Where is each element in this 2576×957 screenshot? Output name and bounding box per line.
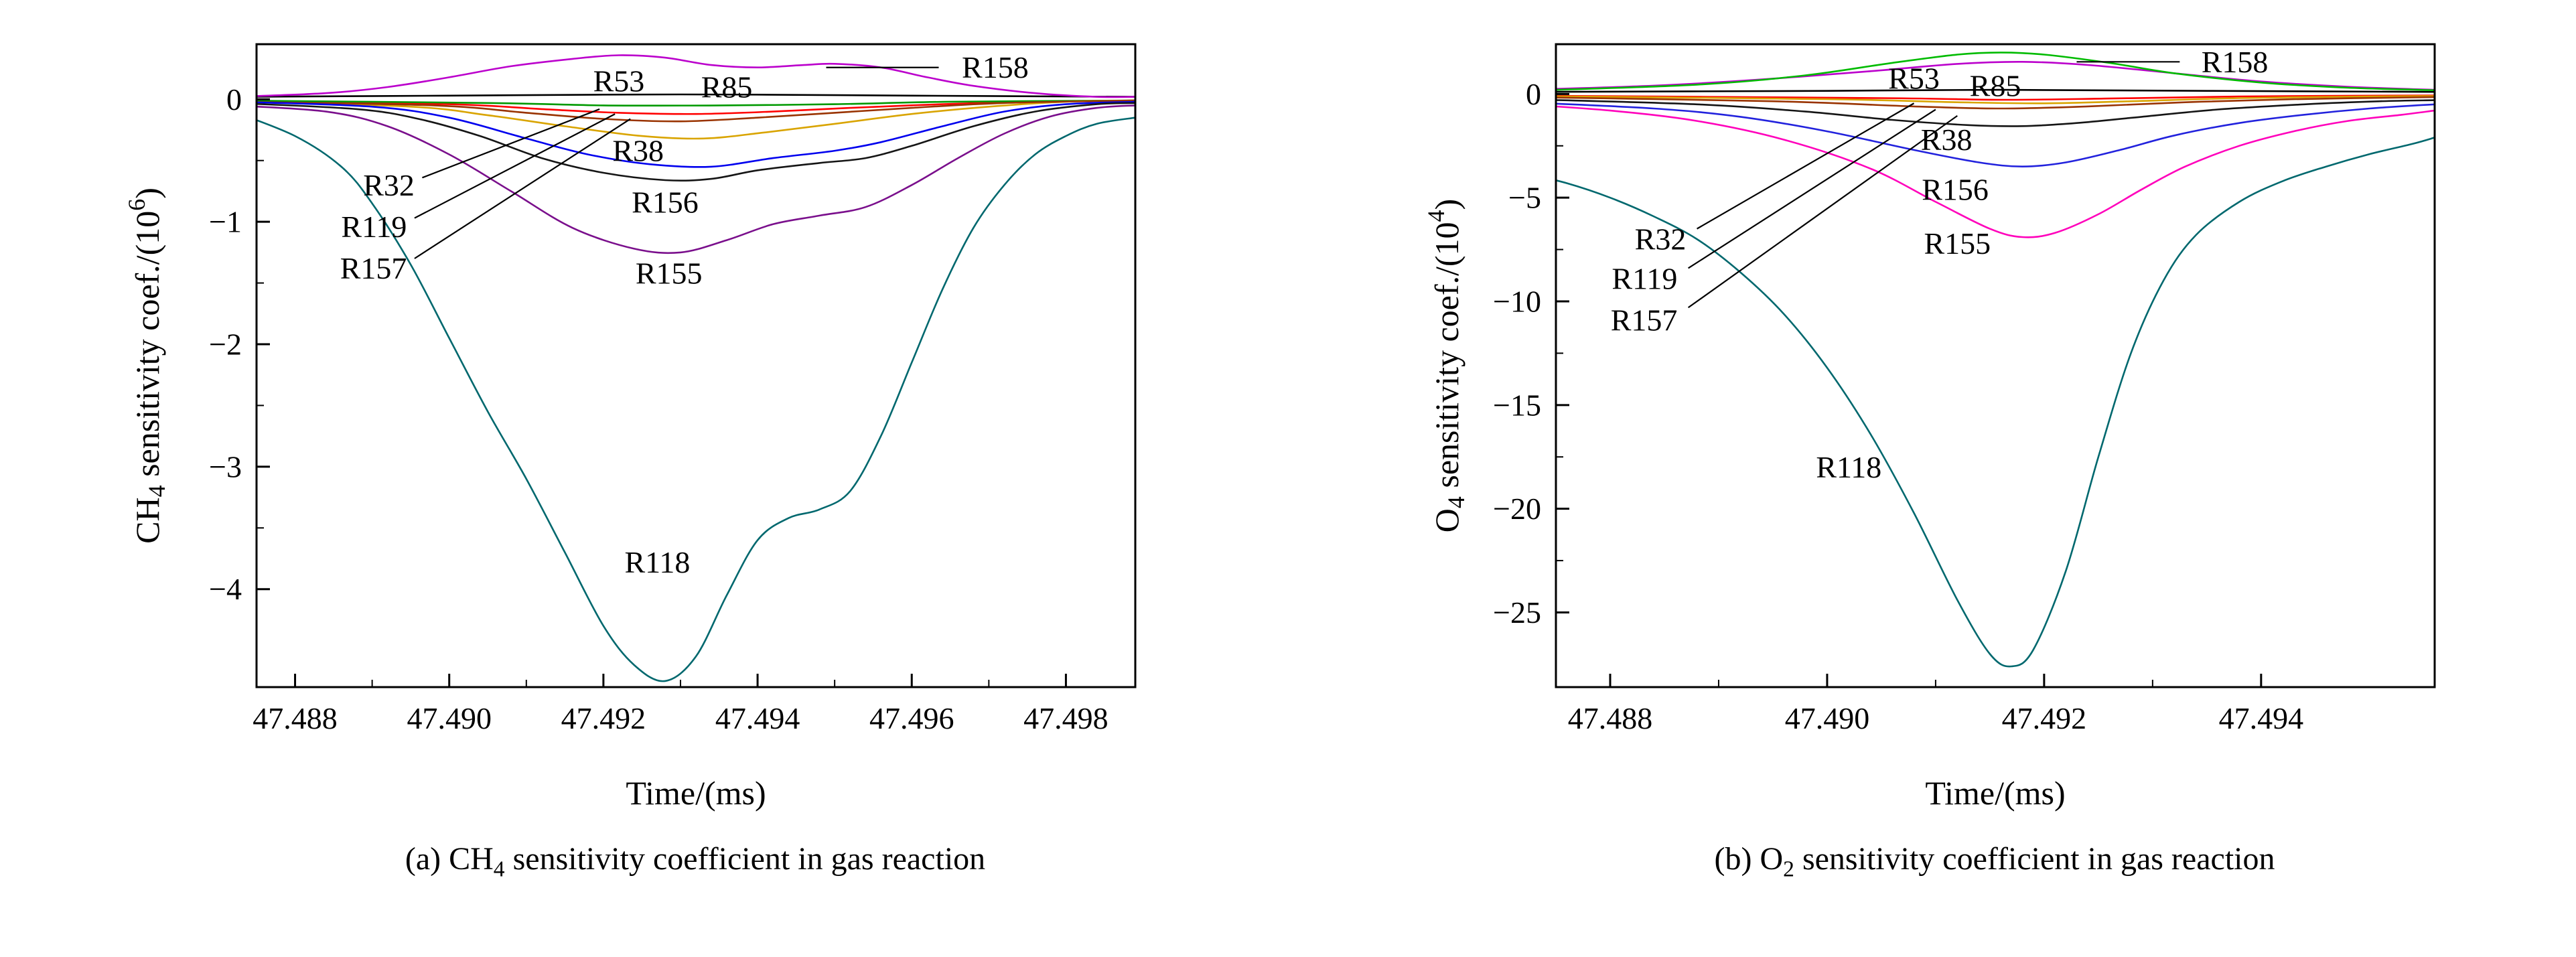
series-line-R53 bbox=[1556, 52, 2435, 91]
y-axis-label: CH4 sensitivity coef./(106) bbox=[123, 188, 170, 544]
x-axis-label: Time/(ms) bbox=[1925, 774, 2065, 812]
chart-background bbox=[1415, 25, 2460, 836]
chart-background bbox=[116, 25, 1161, 836]
annotation-R158: R158 bbox=[962, 50, 1029, 84]
series-line-R155 bbox=[257, 104, 1135, 254]
x-tick-label: 47.488 bbox=[253, 701, 338, 735]
y-tick-label: −3 bbox=[209, 449, 242, 484]
annotation-R32: R32 bbox=[363, 168, 415, 202]
y-tick-label: −20 bbox=[1493, 492, 1541, 526]
series-line-R156 bbox=[1556, 102, 2435, 168]
x-tick-label: 47.498 bbox=[1023, 701, 1108, 735]
caption-b: (b) O2 sensitivity coefficient in gas re… bbox=[1415, 840, 2460, 883]
annotation-R38: R38 bbox=[1921, 123, 1973, 157]
series-line-R155 bbox=[1556, 105, 2435, 238]
series-line-R157 bbox=[257, 99, 1135, 123]
annotation-R155: R155 bbox=[1924, 226, 1991, 261]
leader-line-R119 bbox=[414, 113, 616, 219]
x-axis-label: Time/(ms) bbox=[626, 774, 766, 812]
leader-line-R119 bbox=[1688, 108, 1936, 269]
series-group bbox=[1556, 52, 2435, 668]
annotation-R119: R119 bbox=[341, 210, 407, 244]
plot-frame bbox=[255, 43, 1137, 688]
series-line-R53 bbox=[257, 54, 1135, 98]
series-line-R85 bbox=[1556, 60, 2435, 91]
x-tick-label: 47.490 bbox=[1785, 701, 1870, 735]
caption-text: sensitivity coefficient in gas reaction bbox=[504, 841, 986, 877]
annotation-R157: R157 bbox=[340, 251, 407, 285]
chart-a-svg: 47.488 47.490 47.492 47.494 47.496 47.498 0 −1 −… bbox=[116, 25, 1161, 836]
chart-b: 47.488 47.490 47.492 47.494 0 −5 −10 −15 −20 −25 O… bbox=[1415, 25, 2460, 836]
y-axis-label: O4 sensitivity coef./(104) bbox=[1423, 199, 1470, 532]
series-line-R158 bbox=[1556, 88, 2435, 93]
series-line-R157 bbox=[1556, 96, 2435, 110]
leader-line-R157 bbox=[414, 118, 631, 259]
annotation-R118: R118 bbox=[624, 545, 690, 579]
series-group bbox=[257, 54, 1135, 682]
x-tick-label: 47.494 bbox=[2219, 701, 2304, 735]
x-tick-label: 47.492 bbox=[561, 701, 646, 735]
series-line-R119 bbox=[257, 99, 1135, 140]
caption-subscript: 4 bbox=[493, 857, 505, 882]
series-line-R118 bbox=[1556, 137, 2435, 668]
y-tick-label: 0 bbox=[1526, 77, 1541, 111]
annotation-R119: R119 bbox=[1612, 261, 1677, 295]
plot-frame bbox=[1555, 43, 2436, 688]
x-tick-label: 47.492 bbox=[2002, 701, 2087, 735]
y-tick-label: −2 bbox=[209, 327, 242, 362]
leader-line-R157 bbox=[1687, 115, 1958, 309]
caption-a: (a) CH4 sensitivity coefficient in gas r… bbox=[116, 840, 1161, 883]
series-line-R158 bbox=[257, 93, 1135, 98]
leader-line-R32 bbox=[1697, 102, 1915, 230]
chart-b-svg: 47.488 47.490 47.492 47.494 0 −5 −10 −15 −20 −25 O… bbox=[1415, 25, 2460, 836]
annotation-R32: R32 bbox=[1635, 222, 1687, 256]
series-line-R118 bbox=[257, 117, 1135, 682]
x-tick-label: 47.488 bbox=[1568, 701, 1653, 735]
annotation-R157: R157 bbox=[1611, 303, 1678, 337]
y-tick-label: −10 bbox=[1493, 285, 1541, 319]
figure-a: 47.488 47.490 47.492 47.494 47.496 47.498 0 −1 −… bbox=[116, 25, 1161, 883]
annotation-R53: R53 bbox=[593, 64, 645, 98]
annotation-R85: R85 bbox=[1970, 68, 2021, 102]
annotation-R156: R156 bbox=[632, 185, 699, 219]
x-tick-label: 47.490 bbox=[407, 701, 492, 735]
annotation-R38: R38 bbox=[612, 134, 664, 168]
y-tick-label: −25 bbox=[1493, 595, 1541, 630]
series-line-R38 bbox=[1556, 99, 2435, 127]
y-tick-label: −4 bbox=[209, 572, 242, 606]
caption-subscript: 2 bbox=[1783, 857, 1794, 882]
caption-text: sensitivity coefficient in gas reaction bbox=[1794, 841, 2275, 877]
figure-b: 47.488 47.490 47.492 47.494 0 −5 −10 −15 −20 −25 O… bbox=[1415, 25, 2460, 883]
annotation-R53: R53 bbox=[1888, 62, 1940, 96]
chart-a: 47.488 47.490 47.492 47.494 47.496 47.498 0 −1 −… bbox=[116, 25, 1161, 836]
caption-text: (b) O bbox=[1714, 841, 1784, 877]
annotation-R155: R155 bbox=[636, 256, 703, 290]
series-line-R32 bbox=[1556, 94, 2435, 101]
y-tick-label: −1 bbox=[209, 205, 242, 239]
leader-line-R32 bbox=[422, 108, 600, 179]
series-line-R156 bbox=[257, 102, 1135, 182]
caption-text: (a) CH bbox=[405, 841, 494, 877]
annotation-R156: R156 bbox=[1922, 172, 1989, 206]
annotation-R158: R158 bbox=[2202, 45, 2269, 79]
series-line-R119 bbox=[1556, 95, 2435, 104]
series-line-R85 bbox=[257, 99, 1135, 107]
y-tick-label: −15 bbox=[1493, 388, 1541, 422]
y-tick-label: −5 bbox=[1508, 181, 1541, 215]
y-tick-label: 0 bbox=[226, 82, 242, 117]
x-tick-label: 47.496 bbox=[869, 701, 954, 735]
annotation-R85: R85 bbox=[701, 70, 753, 104]
series-line-R38 bbox=[257, 100, 1135, 168]
x-tick-label: 47.494 bbox=[715, 701, 800, 735]
annotation-R118: R118 bbox=[1816, 450, 1881, 484]
figure-panel-row: 47.488 47.490 47.492 47.494 47.496 47.498 0 −1 −… bbox=[116, 25, 2460, 883]
